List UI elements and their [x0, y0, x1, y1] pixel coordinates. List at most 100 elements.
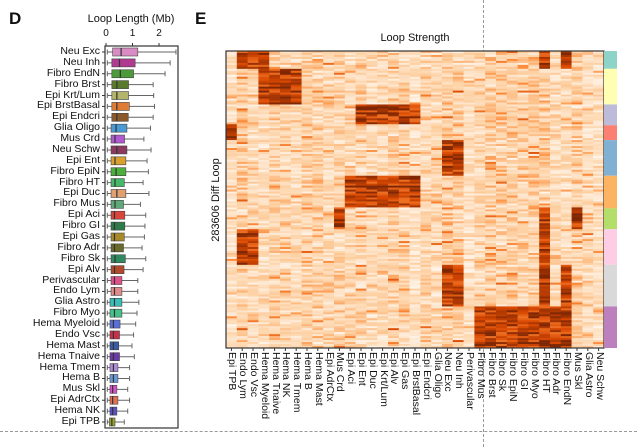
heatmap-cell	[398, 308, 410, 311]
heatmap-cell	[560, 235, 572, 238]
heatmap-cell	[280, 134, 292, 137]
heatmap-cell	[409, 70, 421, 74]
heatmap-cell	[452, 181, 464, 184]
heatmap-cell	[560, 276, 572, 279]
heatmap-cell	[528, 266, 540, 270]
heatmap-cell	[452, 146, 464, 149]
heatmap-cell	[226, 225, 238, 228]
heatmap-cell	[431, 231, 443, 234]
heatmap-cell	[398, 278, 410, 281]
heatmap-cell	[355, 266, 367, 270]
heatmap-cell	[442, 213, 454, 216]
heatmap-cell	[323, 268, 335, 272]
heatmap-cell	[593, 76, 605, 80]
heatmap-cell	[366, 306, 378, 309]
heatmap-cell	[226, 262, 238, 266]
heatmap-cell	[398, 118, 410, 121]
heatmap-cell	[280, 229, 292, 232]
heatmap-cell	[452, 288, 464, 291]
heatmap-cell	[528, 150, 540, 153]
heatmap-cell	[539, 82, 551, 85]
heatmap-cell	[474, 124, 486, 127]
heatmap-cell	[247, 205, 259, 208]
heatmap-cell	[571, 189, 583, 192]
heatmap-cell	[560, 286, 572, 289]
heatmap-cell	[550, 247, 562, 250]
heatmap-cell	[571, 173, 583, 177]
heatmap-cell	[474, 72, 486, 76]
heatmap-cell	[517, 62, 529, 66]
heatmap-cell	[312, 68, 324, 72]
heatmap-cell	[398, 72, 410, 76]
heatmap-cell	[388, 155, 400, 159]
heatmap-cell	[280, 239, 292, 242]
heatmap-cell	[442, 187, 454, 190]
heatmap-cell	[560, 288, 572, 291]
heatmap-cell	[226, 74, 238, 78]
heatmap-cell	[452, 203, 464, 206]
heatmap-cell	[539, 266, 551, 270]
heatmap-cell	[280, 161, 292, 165]
heatmap-cell	[290, 165, 302, 169]
heatmap-cell	[301, 316, 313, 319]
heatmap-cell	[247, 54, 259, 58]
heatmap-cell	[366, 272, 378, 276]
heatmap-cell	[452, 122, 464, 125]
heatmap-cell	[236, 112, 248, 115]
heatmap-cell	[463, 205, 475, 208]
heatmap-cell	[582, 144, 594, 147]
heatmap-cell	[517, 266, 529, 270]
heatmap-cell	[388, 146, 400, 149]
heatmap-cell	[539, 260, 551, 264]
heatmap-cell	[366, 185, 378, 188]
heatmap-cell	[236, 278, 248, 281]
heatmap-cell	[474, 126, 486, 129]
heatmap-cell	[463, 116, 475, 119]
heatmap-cell	[312, 298, 324, 301]
heatmap-cell	[463, 280, 475, 283]
heatmap-cell	[290, 225, 302, 228]
heatmap-cell	[269, 278, 281, 281]
heatmap-cell	[344, 292, 356, 295]
heatmap-cell	[355, 304, 367, 307]
heatmap-cell	[323, 270, 335, 274]
heatmap-cell	[431, 92, 443, 95]
heatmap-cell	[290, 140, 302, 143]
heatmap-cell	[560, 292, 572, 295]
heatmap-cell	[420, 165, 432, 169]
heatmap-cell	[452, 209, 464, 212]
heatmap-cell	[539, 284, 551, 287]
heatmap-cell	[247, 112, 259, 115]
heatmap-cell	[334, 219, 346, 222]
heatmap-cell	[355, 86, 367, 89]
heatmap-cell	[280, 225, 292, 228]
heatmap-cell	[236, 148, 248, 151]
heatmap-cell	[496, 110, 508, 113]
heatmap-cell	[312, 294, 324, 297]
heatmap-cell	[582, 150, 594, 153]
heatmap-cell	[528, 183, 540, 186]
heatmap-cell	[334, 282, 346, 285]
heatmap-cell	[442, 209, 454, 212]
heatmap-cell	[452, 264, 464, 268]
heatmap-cell	[582, 181, 594, 184]
heatmap-cell	[452, 126, 464, 129]
heatmap-cell	[593, 128, 605, 131]
heatmap-cell	[582, 195, 594, 198]
heatmap-cell	[247, 96, 259, 99]
heatmap-cell	[442, 130, 454, 133]
heatmap-cell	[388, 108, 400, 111]
heatmap-cell	[560, 197, 572, 200]
heatmap-cell	[280, 116, 292, 119]
heatmap-cell	[269, 231, 281, 234]
heatmap-cell	[258, 280, 270, 283]
heatmap-cell	[398, 258, 410, 262]
heatmap-cell	[539, 88, 551, 91]
heatmap-cell	[334, 86, 346, 89]
heatmap-cell	[539, 254, 551, 258]
heatmap-cell	[442, 104, 454, 107]
heatmap-cell	[323, 98, 335, 101]
heatmap-cell	[506, 153, 518, 157]
heatmap-cell	[355, 247, 367, 250]
heatmap-cell	[420, 308, 432, 311]
